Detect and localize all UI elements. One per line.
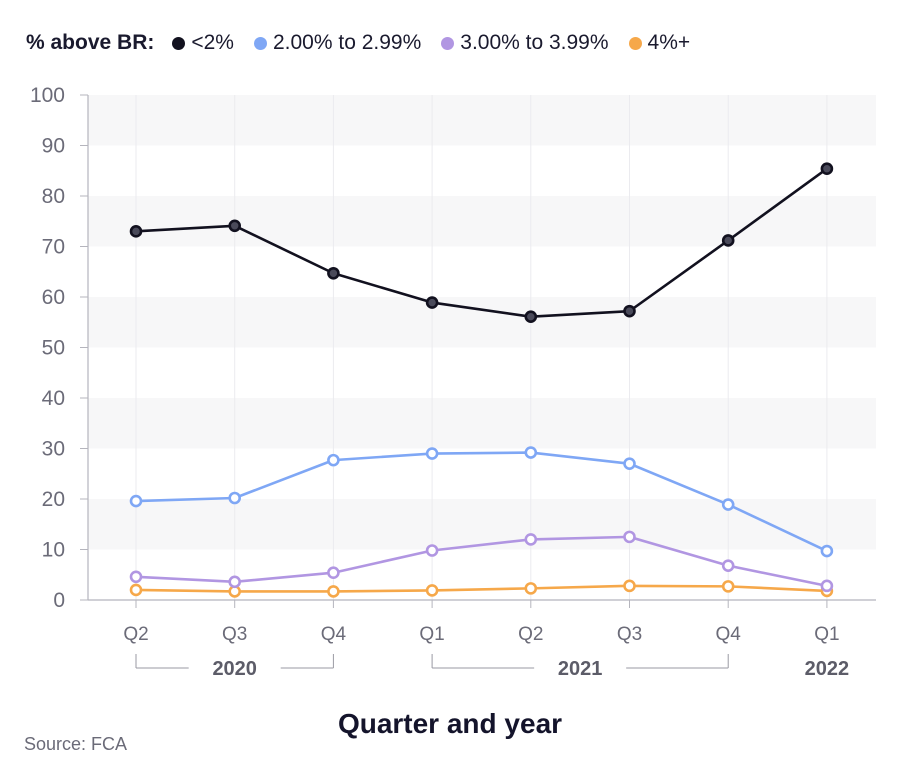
data-point — [129, 570, 143, 584]
grid-band — [88, 499, 876, 550]
y-tick-label: 10 — [42, 539, 65, 562]
data-point — [524, 310, 538, 323]
series-line — [134, 451, 829, 553]
x-tick-label: Q1 — [814, 624, 839, 645]
year-label: 2020 — [212, 658, 257, 680]
legend-swatch — [253, 36, 267, 50]
data-point — [228, 491, 241, 505]
line-chart: 0 10 20 30 40 50 60 70 80 90 100 Q2 Q3 Q4 Q1 Q2 Q3 Q4 Q1 20… — [30, 84, 876, 680]
data-point — [623, 304, 636, 318]
legend-label: 2.00% to 2.99% — [272, 31, 422, 54]
y-tick-label: 80 — [42, 185, 65, 208]
series-line — [134, 167, 829, 318]
data-point — [425, 544, 439, 557]
y-tick-label: 70 — [42, 236, 65, 259]
year-label: 2022 — [805, 658, 850, 680]
data-point — [721, 559, 735, 572]
legend-swatch — [628, 36, 642, 50]
x-tick-label: Q3 — [222, 624, 247, 645]
y-tick-label: 60 — [42, 286, 65, 309]
grid-band — [88, 196, 876, 247]
data-point — [721, 498, 735, 511]
series-line — [134, 584, 829, 593]
data-point — [820, 162, 834, 176]
x-tick-label: Q1 — [419, 624, 444, 645]
data-point — [623, 530, 636, 544]
data-point — [524, 582, 538, 595]
data-point — [228, 219, 241, 233]
data-point — [721, 580, 735, 593]
y-tick-label: 100 — [30, 84, 65, 107]
x-tick-label: Q4 — [321, 624, 347, 645]
source-note: Source: FCA — [24, 734, 128, 754]
data-point — [425, 296, 439, 309]
y-tick-label: 0 — [53, 589, 65, 612]
legend-item: 3.00% to 3.99% — [441, 31, 609, 55]
data-point — [327, 266, 340, 280]
data-point — [524, 533, 538, 546]
legend-item: <2% — [172, 31, 234, 55]
legend-item: 2.00% to 2.99% — [253, 31, 422, 55]
x-tick-label: Q2 — [518, 624, 543, 645]
data-point — [327, 566, 340, 580]
y-tick-label: 40 — [42, 387, 65, 410]
data-point — [129, 225, 143, 238]
y-tick-label: 90 — [42, 135, 65, 158]
legend-swatch — [172, 36, 186, 50]
chart-legend: % above BR: <2% 2.00% to 2.99% 3.00% to 3.… — [26, 28, 710, 58]
x-tick-label: Q3 — [617, 624, 642, 645]
data-point — [721, 234, 735, 247]
series-line — [134, 535, 829, 588]
data-point — [327, 453, 340, 467]
legend-label: 4%+ — [647, 31, 691, 54]
y-tick-label: 30 — [42, 438, 65, 461]
legend-label: 3.00% to 3.99% — [460, 31, 609, 54]
y-tick-label: 50 — [42, 337, 65, 360]
x-tick-label: Q4 — [716, 624, 742, 645]
legend-swatch — [441, 36, 455, 50]
data-point — [820, 579, 834, 593]
data-point — [425, 584, 439, 597]
grid-band — [88, 95, 876, 146]
legend-item: 4%+ — [628, 31, 691, 55]
legend-title: % above BR: — [26, 31, 155, 54]
data-point — [524, 446, 538, 459]
data-point — [425, 447, 439, 460]
data-point — [623, 457, 636, 470]
data-point — [228, 575, 241, 589]
year-label: 2021 — [558, 658, 603, 680]
data-point — [129, 583, 143, 597]
data-point — [623, 579, 636, 593]
grid-band — [88, 297, 876, 348]
grid-band — [88, 398, 876, 449]
legend-label: <2% — [191, 31, 234, 54]
y-tick-label: 20 — [42, 488, 65, 511]
data-point — [327, 585, 340, 598]
data-point — [129, 494, 143, 508]
x-axis-title: Quarter and year — [337, 708, 563, 739]
data-point — [820, 544, 834, 558]
x-tick-label: Q2 — [123, 624, 148, 645]
